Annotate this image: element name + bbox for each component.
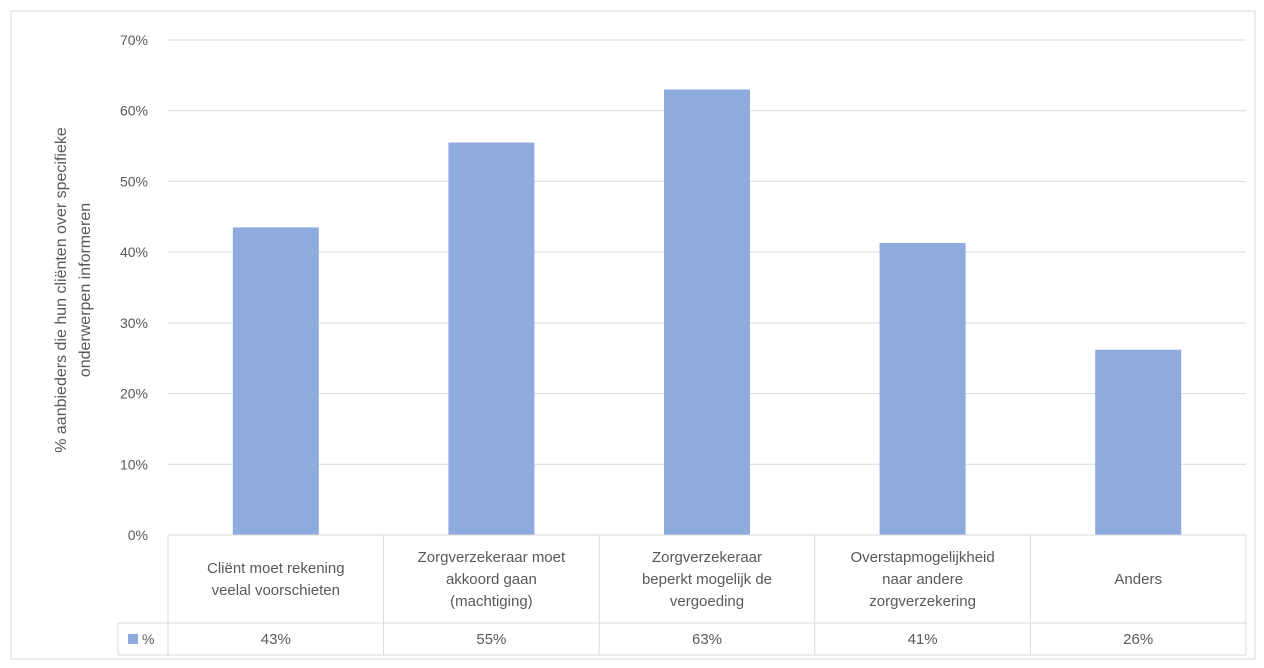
bar	[664, 89, 750, 535]
data-value-label: 26%	[1123, 631, 1153, 648]
category-label: Overstapmogelijkheid	[850, 549, 994, 566]
y-tick-label: 20%	[120, 386, 148, 402]
y-axis-label-line: % aanbieders die hun cliënten over speci…	[53, 127, 70, 453]
category-label: veelal voorschieten	[212, 582, 340, 599]
category-label: beperkt mogelijk de	[642, 571, 772, 588]
data-value-label: 43%	[261, 631, 291, 648]
category-label: akkoord gaan	[446, 571, 537, 588]
bar	[1095, 349, 1182, 535]
data-table: Cliënt moet rekening veelal voorschieten Z…	[117, 534, 1247, 656]
y-tick-label: 60%	[120, 103, 148, 119]
y-tick-labels: 0% 10% 20% 30% 40% 50% 60% 70%	[120, 32, 148, 543]
category-label: Zorgverzekeraar moet	[418, 549, 566, 566]
bar	[879, 242, 966, 535]
category-label: zorgverzekering	[869, 593, 976, 610]
y-tick-label: 40%	[120, 244, 148, 260]
bars	[232, 89, 1182, 536]
legend-series-name: %	[142, 631, 154, 647]
category-label: Cliënt moet rekening	[207, 560, 345, 577]
category-label: Zorgverzekeraar	[652, 549, 762, 566]
y-tick-label: 50%	[120, 173, 148, 189]
category-label: naar andere	[882, 571, 963, 588]
category-label: Anders	[1114, 571, 1162, 588]
bar	[448, 142, 535, 536]
category-label: vergoeding	[670, 593, 744, 610]
data-value-label: 41%	[908, 631, 938, 648]
y-axis-label: % aanbieders die hun cliënten over speci…	[53, 127, 94, 453]
y-axis-label-line: onderwerpen informeren	[77, 203, 94, 377]
chart-border	[10, 10, 1256, 660]
legend-swatch	[128, 634, 138, 644]
bar	[232, 227, 319, 535]
y-tick-label: 0%	[128, 527, 148, 543]
data-value-label: 55%	[476, 631, 506, 648]
y-tick-label: 30%	[120, 315, 148, 331]
y-tick-label: 70%	[120, 32, 148, 48]
y-tick-label: 10%	[120, 456, 148, 472]
category-label: (machtiging)	[450, 593, 533, 610]
data-value-label: 63%	[692, 631, 722, 648]
